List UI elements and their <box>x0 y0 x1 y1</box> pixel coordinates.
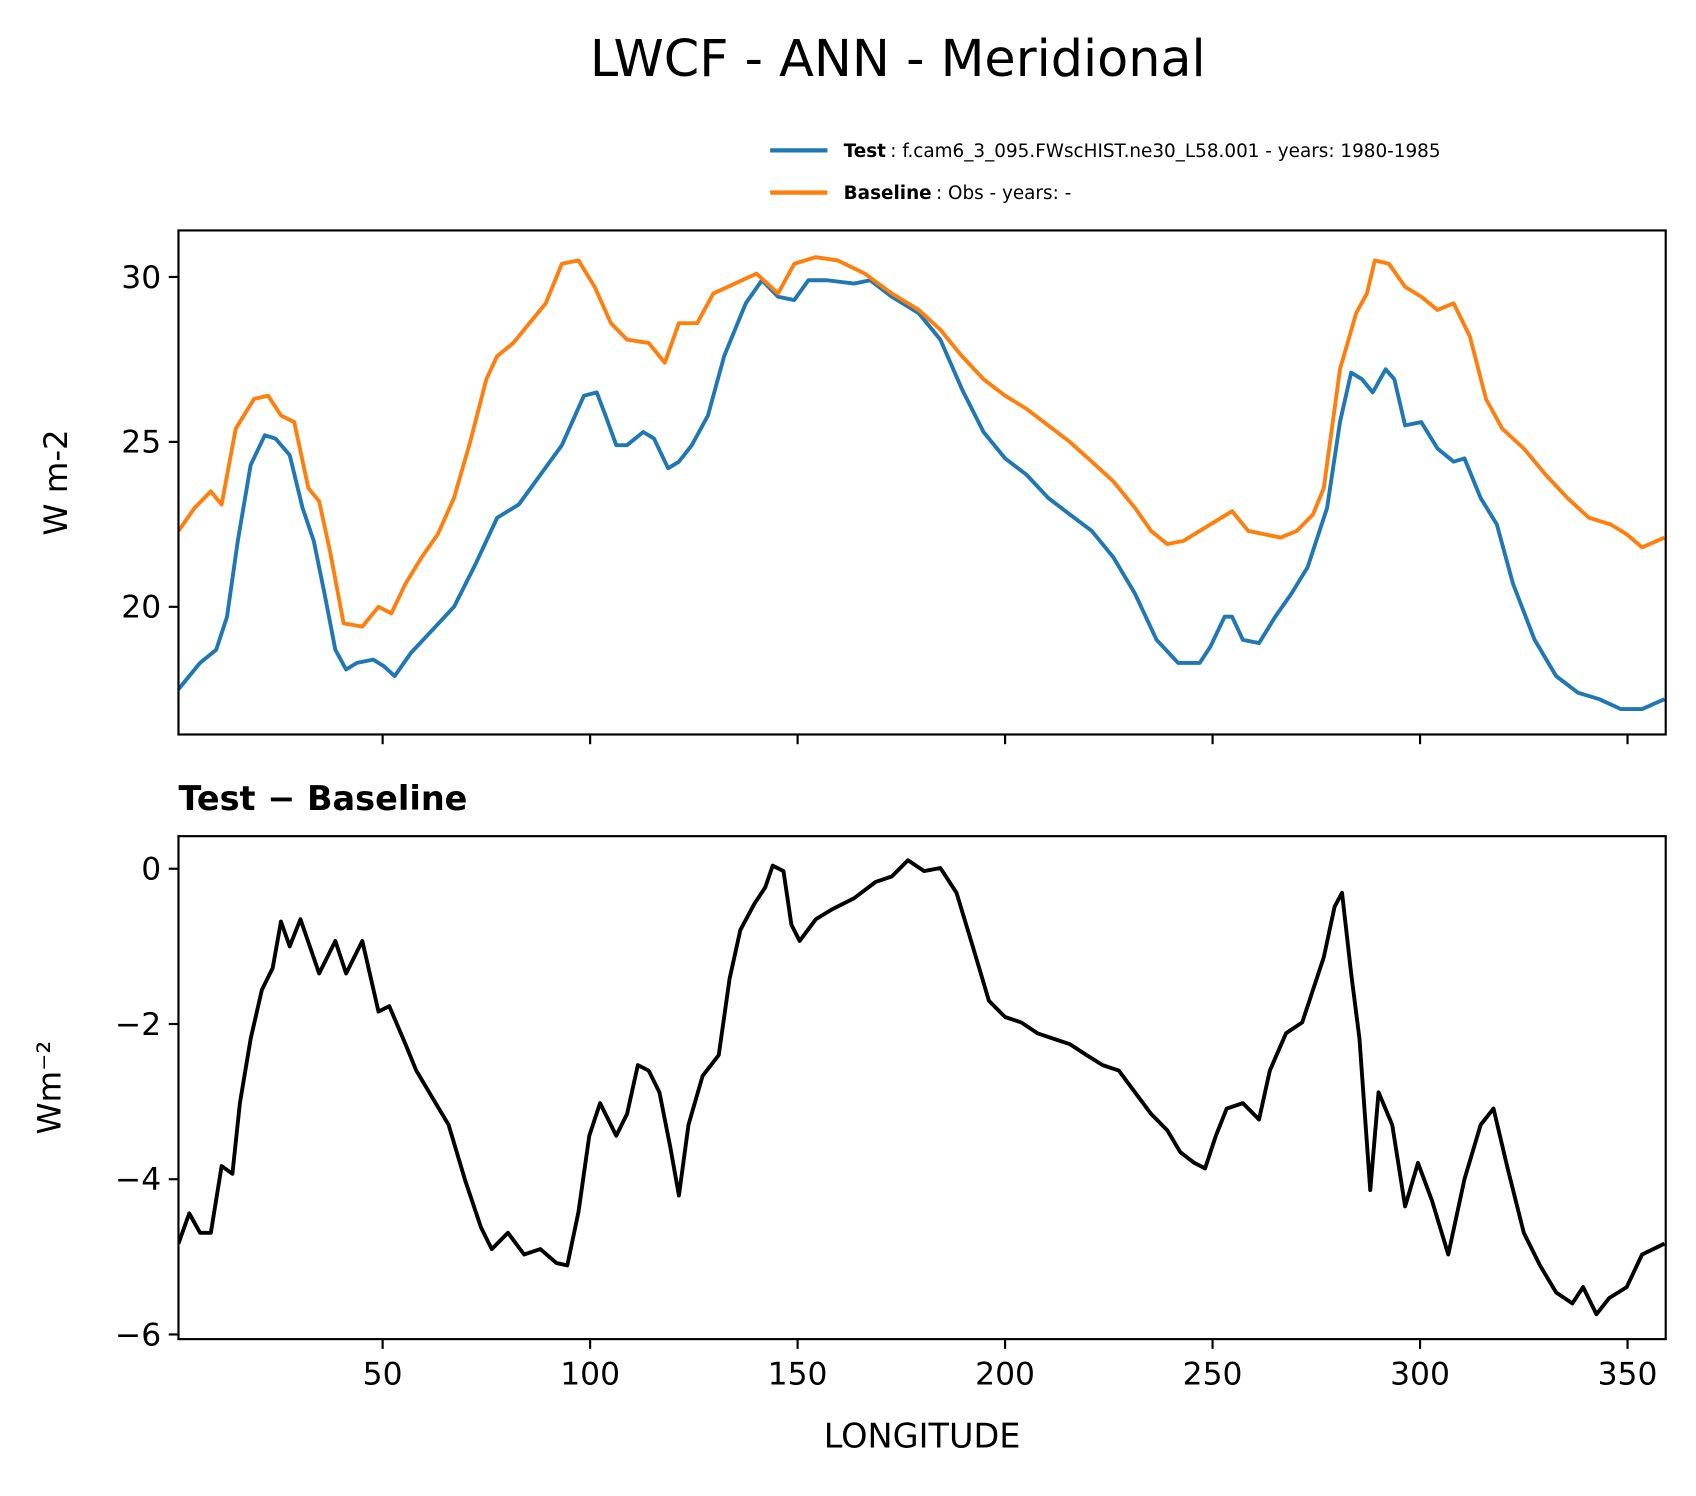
axes-frame <box>177 229 1667 736</box>
legend-name: Test <box>844 141 886 162</box>
x-axis-label: LONGITUDE <box>824 1416 1021 1455</box>
subplot-title: Test − Baseline <box>178 779 467 818</box>
y-tick-label: 25 <box>121 425 161 461</box>
y-tick-label: 30 <box>121 260 161 296</box>
x-tick-label: 50 <box>363 1357 403 1393</box>
x-tick-label: 300 <box>1390 1357 1450 1393</box>
y-axis-label: Wm⁻² <box>31 1041 69 1135</box>
y-tick-label: 20 <box>121 590 161 626</box>
legend-name: Baseline <box>844 183 932 204</box>
x-tick-label: 200 <box>975 1357 1035 1393</box>
x-tick-label: 250 <box>1183 1357 1243 1393</box>
figure-title: LWCF - ANN - Meridional <box>590 29 1206 88</box>
legend-description: : f.cam6_3_095.FWscHIST.ne30_L58.001 - y… <box>890 141 1440 162</box>
series-line <box>178 858 1666 1317</box>
series-line <box>178 278 1666 712</box>
legend-description: : Obs - years: - <box>936 183 1071 204</box>
x-tick-label: 350 <box>1598 1357 1658 1393</box>
y-tick-label: −4 <box>115 1162 161 1198</box>
legend-entry: Baseline: Obs - years: - <box>844 183 1072 204</box>
y-tick-label: −6 <box>115 1317 161 1353</box>
series-line <box>178 255 1666 629</box>
y-tick-label: −2 <box>115 1007 161 1043</box>
x-tick-label: 150 <box>768 1357 828 1393</box>
legend-entry: Test: f.cam6_3_095.FWscHIST.ne30_L58.001… <box>844 141 1441 162</box>
axes-frame <box>177 835 1667 1341</box>
y-axis-label: W m-2 <box>37 429 75 535</box>
y-tick-label: 0 <box>141 852 161 888</box>
x-tick-label: 100 <box>560 1357 620 1393</box>
